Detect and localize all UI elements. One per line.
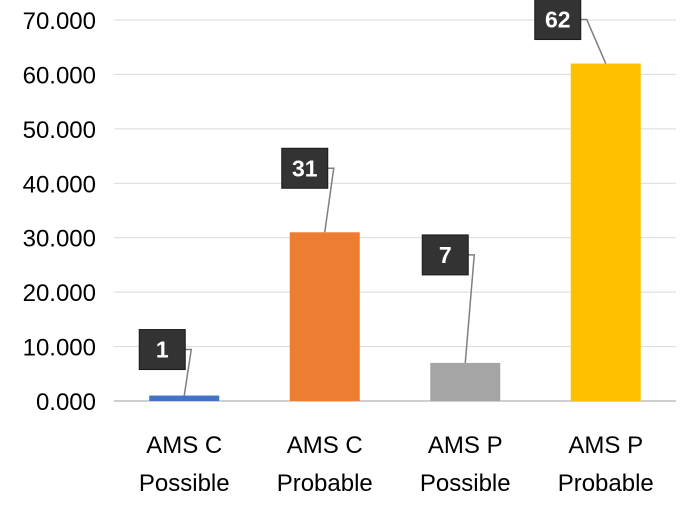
data-label-leader-lines: [183, 18, 607, 396]
category-label: Probable: [558, 470, 654, 497]
category-label: Probable: [277, 470, 373, 497]
data-label: 62: [545, 7, 571, 33]
bar: [430, 362, 501, 401]
y-tick-label: 70.000: [23, 8, 96, 35]
bars: [149, 63, 641, 402]
leader-line: [580, 18, 607, 64]
leader-line: [324, 167, 335, 233]
category-label: AMS C: [146, 432, 222, 459]
y-tick-label: 20.000: [23, 280, 96, 307]
data-label: 1: [156, 337, 169, 363]
bar: [570, 63, 641, 402]
y-axis-tick-labels: 0.000 10.000 20.000 30.000 40.000 50.000 60.00…: [23, 8, 96, 416]
y-tick-label: 0.000: [36, 389, 96, 416]
data-label-box: [534, 0, 582, 41]
category-label: Possible: [139, 470, 230, 497]
leader-line: [464, 254, 476, 363]
y-tick-label: 10.000: [23, 335, 96, 362]
data-label: 31: [292, 155, 318, 181]
bar: [289, 232, 360, 401]
data-label-box: [281, 147, 329, 189]
category-label: Possible: [420, 470, 511, 497]
bar: [149, 395, 220, 401]
data-label: 7: [439, 242, 452, 268]
x-axis-category-labels: AMS C Possible AMS C Probable AMS P Possible A…: [139, 432, 654, 497]
data-labels: 1 31 7 62: [138, 0, 582, 371]
y-tick-label: 60.000: [23, 62, 96, 89]
y-tick-label: 40.000: [23, 171, 96, 198]
category-label: AMS P: [428, 432, 503, 459]
leader-line: [183, 348, 193, 396]
y-tick-label: 50.000: [23, 117, 96, 144]
category-label: AMS P: [568, 432, 643, 459]
data-label-box: [138, 329, 186, 371]
data-label-box: [421, 234, 469, 276]
category-label: AMS C: [287, 432, 363, 459]
y-tick-label: 30.000: [23, 226, 96, 253]
